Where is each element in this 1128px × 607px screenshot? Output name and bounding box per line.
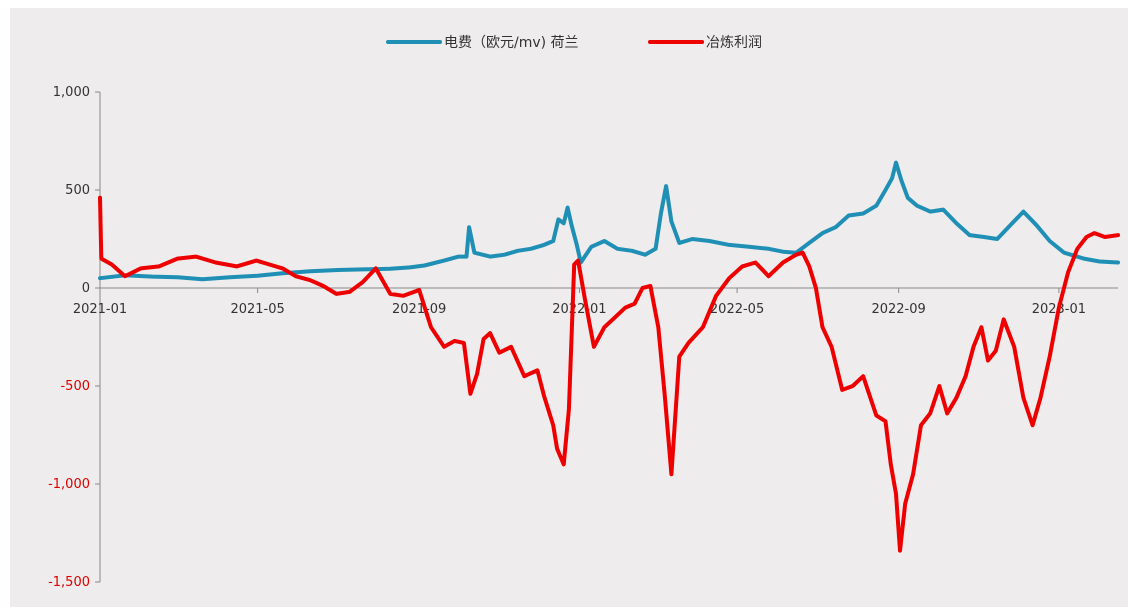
x-tick-label: 2021-09 bbox=[392, 302, 446, 317]
y-tick-label: 500 bbox=[65, 183, 90, 198]
y-tick-label: -1,500 bbox=[48, 575, 90, 590]
line-chart: 1,000 500 0 -500 -1,000 -1,500 2021-01 2021-05 2… bbox=[48, 35, 1120, 590]
x-tick-label: 2022-09 bbox=[871, 302, 925, 317]
x-tick-label: 2021-05 bbox=[230, 302, 284, 317]
x-tick-label: 2021-01 bbox=[73, 302, 127, 317]
x-tick-label: 2022-01 bbox=[552, 302, 606, 317]
x-tick-label: 2022-05 bbox=[710, 302, 764, 317]
chart-panel: 1,000 500 0 -500 -1,000 -1,500 2021-01 2021-05 2… bbox=[10, 8, 1128, 607]
legend-item-smelting-profit: 冶炼利润 bbox=[706, 35, 762, 51]
y-tick-label: -1,000 bbox=[48, 477, 90, 492]
y-tick-label: 0 bbox=[82, 281, 90, 296]
y-tick-label: -500 bbox=[60, 379, 90, 394]
legend-item-electricity-cost: 电费（欧元/mv) 荷兰 bbox=[444, 35, 579, 51]
series-line-electricity-cost bbox=[98, 160, 1120, 282]
series-line-smelting-profit bbox=[98, 195, 1120, 553]
y-tick-label: 1,000 bbox=[53, 85, 90, 100]
